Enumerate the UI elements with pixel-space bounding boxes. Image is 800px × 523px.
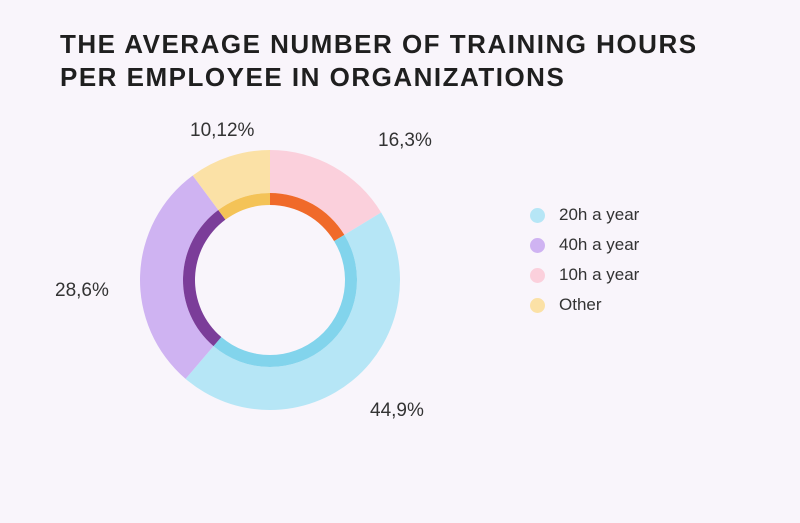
legend-item: 40h a year [530, 235, 639, 255]
slice-label: 28,6% [55, 280, 109, 302]
legend-item: 20h a year [530, 205, 639, 225]
slice-label: 16,3% [378, 130, 432, 152]
legend-item: 10h a year [530, 265, 639, 285]
legend-swatch [530, 238, 545, 253]
legend-swatch [530, 298, 545, 313]
slice-label: 10,12% [190, 120, 254, 142]
chart-title: THE AVERAGE NUMBER OF TRAINING HOURS PER… [60, 28, 740, 93]
legend: 20h a year 40h a year 10h a year Other [530, 205, 639, 325]
slice-label: 44,9% [370, 400, 424, 422]
legend-label: 20h a year [559, 205, 639, 225]
legend-swatch [530, 208, 545, 223]
donut-slice-20h [186, 213, 400, 410]
legend-label: 40h a year [559, 235, 639, 255]
legend-label: Other [559, 295, 602, 315]
legend-swatch [530, 268, 545, 283]
donut-chart [120, 130, 420, 430]
donut-slice-40h [140, 175, 218, 378]
legend-item: Other [530, 295, 639, 315]
legend-label: 10h a year [559, 265, 639, 285]
